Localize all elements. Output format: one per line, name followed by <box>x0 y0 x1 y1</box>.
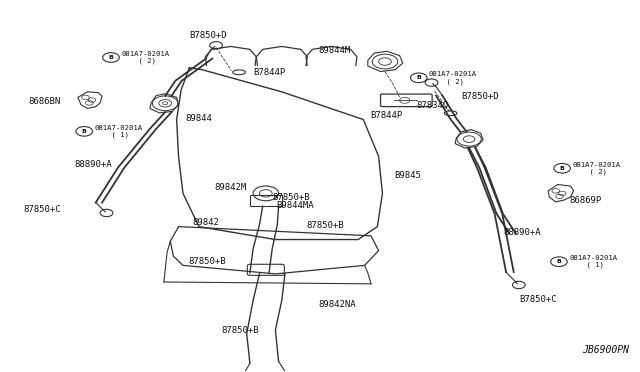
Text: 081A7-0201A
    ( 1): 081A7-0201A ( 1) <box>95 125 143 138</box>
Text: 89842M: 89842M <box>214 183 246 192</box>
Text: 87834Q: 87834Q <box>417 101 449 110</box>
Text: 081A7-0201A
    ( 2): 081A7-0201A ( 2) <box>429 71 477 84</box>
Text: 8686BN: 8686BN <box>28 97 60 106</box>
Text: 89844M: 89844M <box>318 46 351 55</box>
Text: B: B <box>417 75 421 80</box>
Text: B: B <box>560 166 564 171</box>
Text: B7850+C: B7850+C <box>519 295 556 304</box>
Text: 87850+B: 87850+B <box>188 257 226 266</box>
Text: 081A7-0201A
    ( 1): 081A7-0201A ( 1) <box>569 255 617 269</box>
Text: B7850+D: B7850+D <box>461 92 499 101</box>
Text: 88890+A: 88890+A <box>504 228 541 237</box>
Text: JB6900PN: JB6900PN <box>582 345 629 355</box>
Text: 87850+C: 87850+C <box>24 205 61 215</box>
Text: B7844P: B7844P <box>371 111 403 121</box>
Text: 88890+A: 88890+A <box>75 160 112 169</box>
Text: B: B <box>557 259 561 264</box>
Text: 89844: 89844 <box>185 114 212 123</box>
Text: 87850+B: 87850+B <box>272 193 310 202</box>
Text: B: B <box>82 129 86 134</box>
Text: B7844P: B7844P <box>253 68 285 77</box>
Text: 081A7-0201A
    ( 2): 081A7-0201A ( 2) <box>572 161 620 175</box>
Text: 081A7-0201A
    ( 2): 081A7-0201A ( 2) <box>121 51 170 64</box>
Text: B9845: B9845 <box>394 171 420 180</box>
Bar <box>250 195 282 206</box>
Text: 89842NA: 89842NA <box>319 300 356 310</box>
Text: 87850+B: 87850+B <box>221 326 259 335</box>
Text: B7850+D: B7850+D <box>189 31 227 40</box>
Text: 87850+B: 87850+B <box>306 221 344 230</box>
Text: B9844MA: B9844MA <box>276 201 314 210</box>
Text: 86869P: 86869P <box>570 196 602 205</box>
Text: B: B <box>109 55 113 60</box>
Text: 89842: 89842 <box>193 218 220 227</box>
